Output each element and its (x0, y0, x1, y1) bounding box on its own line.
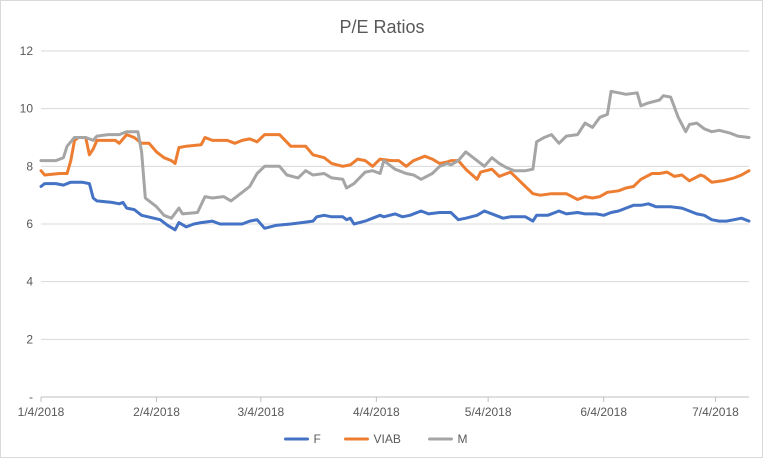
x-tick-label: 2/4/2018 (133, 405, 180, 419)
y-tick-label: 4 (26, 275, 33, 289)
series-line-f (39, 180, 751, 232)
y-tick-label: 10 (20, 102, 34, 116)
x-axis-ticks: 1/4/2018 2/4/2018 3/4/2018 4/4/2018 5/4/2018… (18, 405, 740, 419)
legend-label: VIAB (374, 432, 401, 446)
x-axis (40, 396, 749, 402)
x-tick-label: 3/4/2018 (237, 405, 284, 419)
series-line-viab (39, 133, 751, 201)
legend-item-m: M (428, 432, 468, 446)
chart-title: P/E Ratios (339, 17, 424, 37)
x-tick-label: 5/4/2018 (465, 405, 512, 419)
legend: F VIAB M (284, 432, 468, 446)
series-lines (39, 89, 751, 232)
y-axis-ticks: - 2 4 6 8 10 12 (20, 44, 34, 404)
legend-label: M (458, 432, 468, 446)
y-tick-label: 12 (20, 44, 34, 58)
y-tick-label: - (29, 390, 33, 404)
y-tick-label: 2 (26, 332, 33, 346)
series-line-m (39, 89, 751, 220)
legend-item-viab: VIAB (344, 432, 401, 446)
x-tick-label: 1/4/2018 (18, 405, 65, 419)
x-tick-label: 7/4/2018 (692, 405, 739, 419)
x-tick-label: 6/4/2018 (580, 405, 627, 419)
legend-label: F (314, 432, 321, 446)
gridlines (41, 50, 749, 340)
legend-item-f: F (284, 432, 321, 446)
y-tick-label: 8 (26, 159, 33, 173)
x-tick-label: 4/4/2018 (353, 405, 400, 419)
y-tick-label: 6 (26, 217, 33, 231)
